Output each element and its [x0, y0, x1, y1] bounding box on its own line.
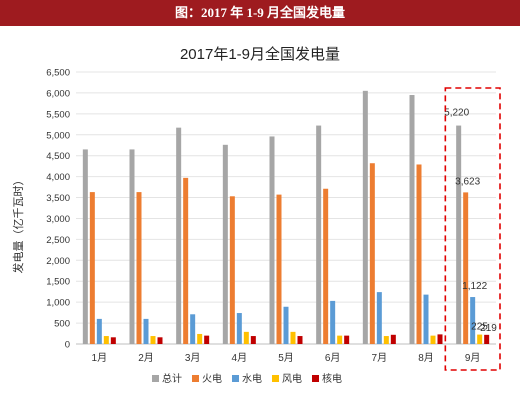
x-tick-label: 2月 — [138, 352, 154, 364]
legend-swatch — [152, 375, 159, 382]
data-label-thermal: 3,623 — [455, 176, 480, 187]
header-banner: 图：2017 年 1-9 月全国发电量 — [0, 0, 520, 26]
bar — [383, 336, 389, 344]
legend-label: 总计 — [162, 372, 182, 385]
y-tick-label: 3,000 — [46, 214, 70, 225]
legend-label: 风电 — [282, 372, 302, 385]
bar — [183, 177, 189, 344]
bar — [344, 335, 350, 344]
x-tick-label: 1月 — [92, 352, 108, 364]
bar — [176, 127, 182, 344]
y-tick-label: 500 — [54, 319, 70, 330]
bar — [82, 149, 88, 344]
y-tick-labels: 0 500 1,000 1,500 2,000 2,500 3,000 3,500 4,000 4… — [46, 68, 70, 351]
bar — [222, 144, 228, 344]
bar — [243, 331, 249, 344]
y-tick-label: 4,000 — [46, 172, 70, 183]
bar — [390, 334, 396, 344]
bar — [197, 333, 203, 344]
bar — [477, 334, 483, 344]
bar — [143, 318, 149, 344]
y-axis-label: 发电量（亿千瓦时） — [11, 175, 25, 274]
legend-label: 水电 — [242, 372, 262, 385]
legend-swatch — [312, 375, 319, 382]
y-tick-label: 1,500 — [46, 277, 70, 288]
y-tick-label: 5,000 — [46, 130, 70, 141]
bar — [290, 331, 296, 344]
bar — [110, 337, 116, 344]
gridlines — [76, 71, 496, 345]
bar — [190, 314, 196, 344]
bar — [150, 336, 156, 344]
bar — [337, 335, 343, 344]
bar — [276, 194, 282, 344]
data-label-hydro: 1,122 — [462, 281, 487, 292]
bar — [103, 336, 109, 344]
y-tick-label: 3,500 — [46, 193, 70, 204]
bar — [323, 188, 329, 344]
x-tick-label: 3月 — [185, 352, 201, 364]
bar — [297, 336, 303, 344]
bar — [316, 125, 322, 344]
y-tick-label: 4,500 — [46, 151, 70, 162]
bar — [283, 306, 289, 344]
data-label-nuclear: 219 — [480, 323, 497, 334]
highlight-box — [444, 87, 501, 371]
bar — [369, 163, 375, 344]
bar — [409, 95, 415, 344]
bars — [82, 90, 490, 344]
bar — [376, 292, 382, 344]
x-tick-label: 7月 — [372, 352, 388, 364]
bar — [269, 136, 275, 344]
legend-label: 核电 — [322, 372, 342, 385]
y-tick-label: 2,000 — [46, 256, 70, 267]
bar — [136, 192, 142, 344]
bar — [470, 297, 476, 344]
data-label-wind: 225 — [471, 322, 488, 333]
bar — [456, 125, 462, 344]
bar — [129, 149, 135, 344]
x-tick-label: 6月 — [325, 352, 341, 364]
y-tick-label: 0 — [65, 340, 70, 351]
bar — [430, 335, 436, 344]
bar — [423, 294, 429, 344]
y-tick-label: 5,500 — [46, 109, 70, 120]
banner-title: 图：2017 年 1-9 月全国发电量 — [174, 5, 346, 20]
legend-swatch — [192, 375, 199, 382]
bar — [96, 318, 102, 344]
legend-swatch — [272, 375, 279, 382]
data-label-total: 5,220 — [444, 108, 469, 119]
bar — [89, 192, 95, 344]
y-tick-label: 6,000 — [46, 88, 70, 99]
bar — [463, 192, 469, 344]
power-generation-chart: 2017年1-9月全国发电量 发电量（亿千瓦时） 0 500 1,000 1,500 2… — [11, 45, 501, 385]
bar — [484, 334, 490, 344]
y-tick-label: 6,500 — [46, 68, 70, 79]
y-tick-label: 2,500 — [46, 235, 70, 246]
bar — [362, 90, 368, 344]
x-tick-label: 4月 — [232, 352, 248, 364]
bar — [204, 335, 210, 344]
bar — [157, 337, 163, 344]
x-tick-label: 8月 — [418, 352, 434, 364]
bar — [229, 196, 235, 344]
x-tick-label: 9月 — [465, 352, 481, 364]
legend-label: 火电 — [202, 372, 222, 385]
bar — [330, 300, 336, 344]
legend: 总计 火电 水电 风电 核电 — [152, 372, 342, 385]
legend-swatch — [232, 375, 239, 382]
bar — [437, 334, 443, 344]
x-tick-labels: 1月 2月 3月 4月 5月 6月 7月 8月 9月 — [92, 352, 481, 364]
bar — [236, 313, 242, 344]
bar — [416, 164, 422, 344]
x-tick-label: 5月 — [278, 352, 294, 364]
bar — [250, 336, 256, 344]
chart-title: 2017年1-9月全国发电量 — [180, 45, 340, 63]
y-tick-label: 1,000 — [46, 298, 70, 309]
